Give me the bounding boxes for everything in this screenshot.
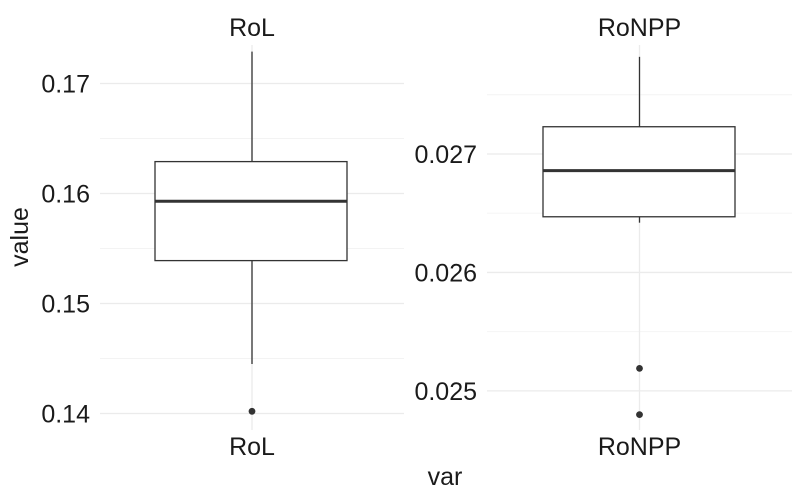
rol-y-tick-label: 0.14: [41, 401, 90, 429]
ronpp-y-tick-label: 0.027: [414, 141, 477, 169]
ronpp-y-tick-label: 0.025: [414, 378, 477, 406]
panel-rol: 0.14 0.15 0.16 0.17 RoL RoL: [41, 14, 404, 461]
ronpp-outlier-point: [636, 411, 643, 418]
rol-y-tick-label: 0.16: [41, 181, 90, 209]
ronpp-x-tick-label: RoNPP: [598, 433, 681, 461]
panel-ronpp: 0.025 0.026 0.027 RoNPP RoNPP: [414, 14, 792, 461]
rol-y-tick-label: 0.15: [41, 291, 90, 319]
ronpp-outlier-point: [636, 365, 643, 372]
y-axis-title: value: [6, 207, 34, 267]
rol-x-tick-label: RoL: [229, 433, 275, 461]
ronpp-y-tick-label: 0.026: [414, 259, 477, 287]
rol-strip-label: RoL: [229, 14, 275, 42]
ronpp-strip-label: RoNPP: [598, 14, 681, 42]
x-axis-title: var: [428, 463, 463, 491]
rol-y-tick-label: 0.17: [41, 71, 90, 99]
rol-outlier-point: [248, 407, 256, 415]
rol-box: [154, 160, 348, 262]
